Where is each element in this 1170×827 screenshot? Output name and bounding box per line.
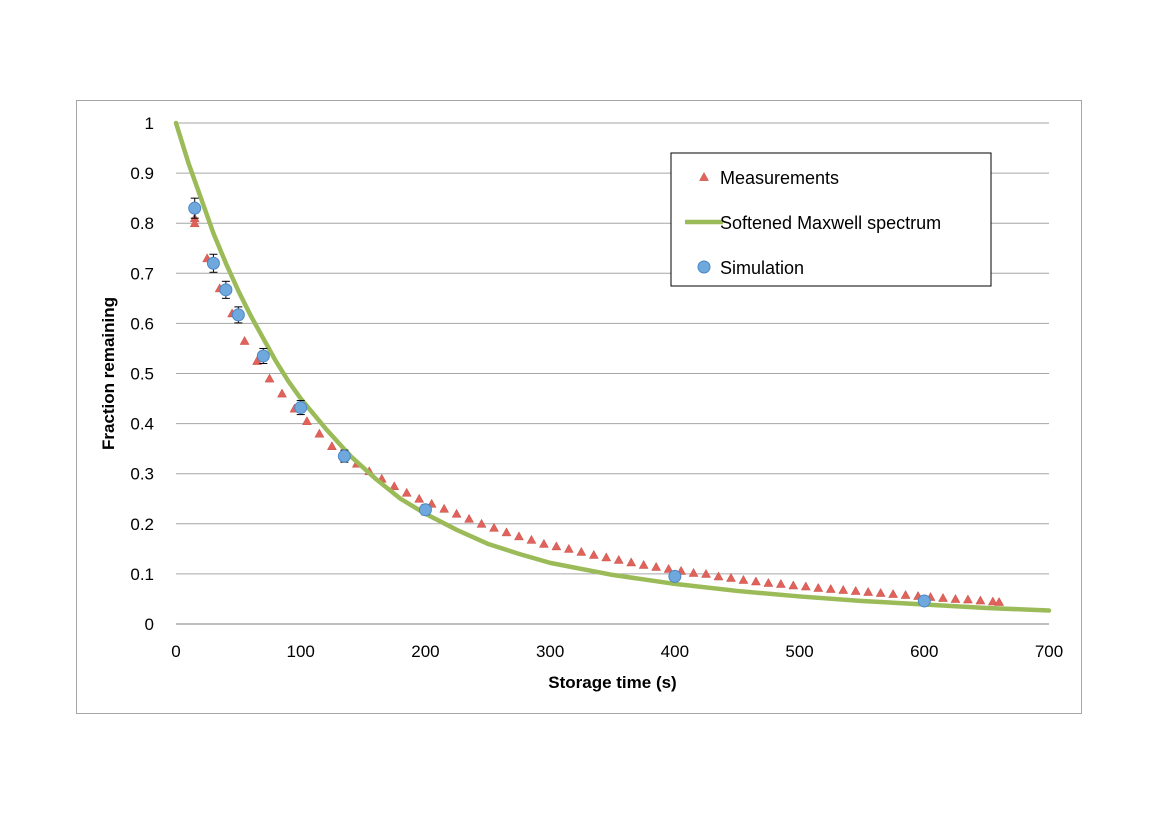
measurement-point <box>489 522 499 532</box>
simulation-point <box>917 594 931 608</box>
x-tick-labels: 0 100 200 300 400 500 600 700 <box>171 642 1063 661</box>
measurement-point <box>626 557 637 567</box>
y-tick-labels: 0 0.1 0.2 0.3 0.4 0.5 0.6 0.7 0.8 0.9 1 <box>130 114 154 634</box>
measurement-point <box>326 441 337 450</box>
chart-frame: 0 0.1 0.2 0.3 0.4 0.5 0.6 0.7 0.8 0.9 1 0 100 200 300… <box>76 100 1082 714</box>
simulation-point <box>256 349 270 363</box>
measurement-point <box>688 567 699 577</box>
simulation-point <box>418 503 432 517</box>
legend-simulation-icon <box>697 260 711 274</box>
measurement-point <box>963 594 973 604</box>
measurement-point <box>514 531 524 541</box>
y-tick-label: 0.3 <box>130 465 154 484</box>
x-tick-label: 0 <box>171 642 180 661</box>
legend-simulation-label: Simulation <box>720 258 804 278</box>
legend-measurements-icon <box>699 171 709 181</box>
measurement-point <box>825 583 836 593</box>
simulation-point <box>206 256 220 270</box>
simulation-point <box>219 283 233 297</box>
measurement-point <box>788 580 799 590</box>
x-tick-label: 500 <box>785 642 813 661</box>
measurement-point <box>601 552 612 562</box>
measurement-point <box>588 549 599 559</box>
measurement-point <box>576 546 587 556</box>
measurement-point <box>239 335 250 345</box>
y-tick-label: 0.5 <box>130 365 154 384</box>
x-tick-label: 200 <box>411 642 439 661</box>
x-tick-label: 700 <box>1035 642 1063 661</box>
measurement-point <box>775 578 786 588</box>
measurement-point <box>464 513 475 523</box>
measurement-point <box>726 572 736 582</box>
measurement-point <box>975 595 986 605</box>
x-tick-label: 100 <box>287 642 315 661</box>
measurement-point <box>800 581 811 591</box>
measurement-point <box>526 534 537 544</box>
chart-plot: 0 0.1 0.2 0.3 0.4 0.5 0.6 0.7 0.8 0.9 1 0 100 200 300… <box>99 114 1063 692</box>
measurement-point <box>264 373 275 383</box>
measurement-point <box>763 577 774 587</box>
measurement-point <box>563 543 574 553</box>
y-tick-label: 1 <box>145 114 154 133</box>
legend-maxwell-label: Softened Maxwell spectrum <box>720 213 941 233</box>
measurement-point <box>651 561 662 571</box>
y-tick-label: 0.1 <box>130 565 154 584</box>
measurement-point <box>738 574 749 584</box>
simulation-point <box>231 308 245 322</box>
measurement-point <box>663 563 674 573</box>
measurement-point <box>277 388 287 398</box>
measurement-point <box>476 518 487 528</box>
x-tick-label: 400 <box>661 642 689 661</box>
measurement-point <box>613 554 624 564</box>
measurement-point <box>850 585 861 595</box>
measurement-point <box>713 571 724 581</box>
y-tick-label: 0.8 <box>130 214 154 233</box>
measurement-point <box>863 586 874 596</box>
softened-maxwell-line <box>173 120 1052 613</box>
legend-box <box>670 152 992 287</box>
legend-items: Measurements Softened Maxwell spectrum Sim… <box>685 168 941 278</box>
measurement-point <box>538 538 549 548</box>
x-axis-title: Storage time (s) <box>548 673 676 692</box>
measurement-point <box>439 503 450 513</box>
measurement-point <box>938 592 948 602</box>
simulation-point <box>337 449 351 463</box>
simulation-point <box>188 201 202 215</box>
measurement-point <box>389 481 400 491</box>
measurement-point <box>501 527 512 537</box>
y-tick-label: 0.7 <box>130 264 154 283</box>
measurement-point <box>314 428 325 438</box>
simulation-point <box>668 569 682 583</box>
y-tick-label: 0.4 <box>130 415 154 434</box>
measurement-point <box>189 218 200 228</box>
simulation-point <box>294 401 308 415</box>
measurement-point <box>414 493 425 503</box>
x-tick-label: 300 <box>536 642 564 661</box>
measurement-point <box>451 508 462 518</box>
measurement-point <box>302 416 312 425</box>
measurement-point <box>950 593 961 603</box>
measurement-point <box>750 576 761 586</box>
measurement-point <box>994 596 1005 606</box>
y-tick-label: 0.6 <box>130 314 154 333</box>
legend: Measurements Softened Maxwell spectrum Sim… <box>670 152 992 287</box>
measurement-point <box>701 568 711 578</box>
measurement-point <box>638 559 649 569</box>
y-axis-title: Fraction remaining <box>99 297 118 450</box>
measurement-point <box>888 588 899 598</box>
y-tick-label: 0.2 <box>130 515 154 534</box>
y-tick-label: 0.9 <box>130 164 154 183</box>
measurement-point <box>900 589 911 599</box>
measurement-point <box>401 487 412 497</box>
measurement-point <box>838 584 849 594</box>
legend-measurements-label: Measurements <box>720 168 839 188</box>
measurement-point <box>875 587 886 597</box>
measurement-point <box>987 596 998 606</box>
measurement-point <box>551 541 562 551</box>
measurement-point <box>813 582 824 592</box>
y-tick-label: 0 <box>145 615 154 634</box>
x-tick-label: 600 <box>910 642 938 661</box>
series-marks <box>173 120 1052 613</box>
